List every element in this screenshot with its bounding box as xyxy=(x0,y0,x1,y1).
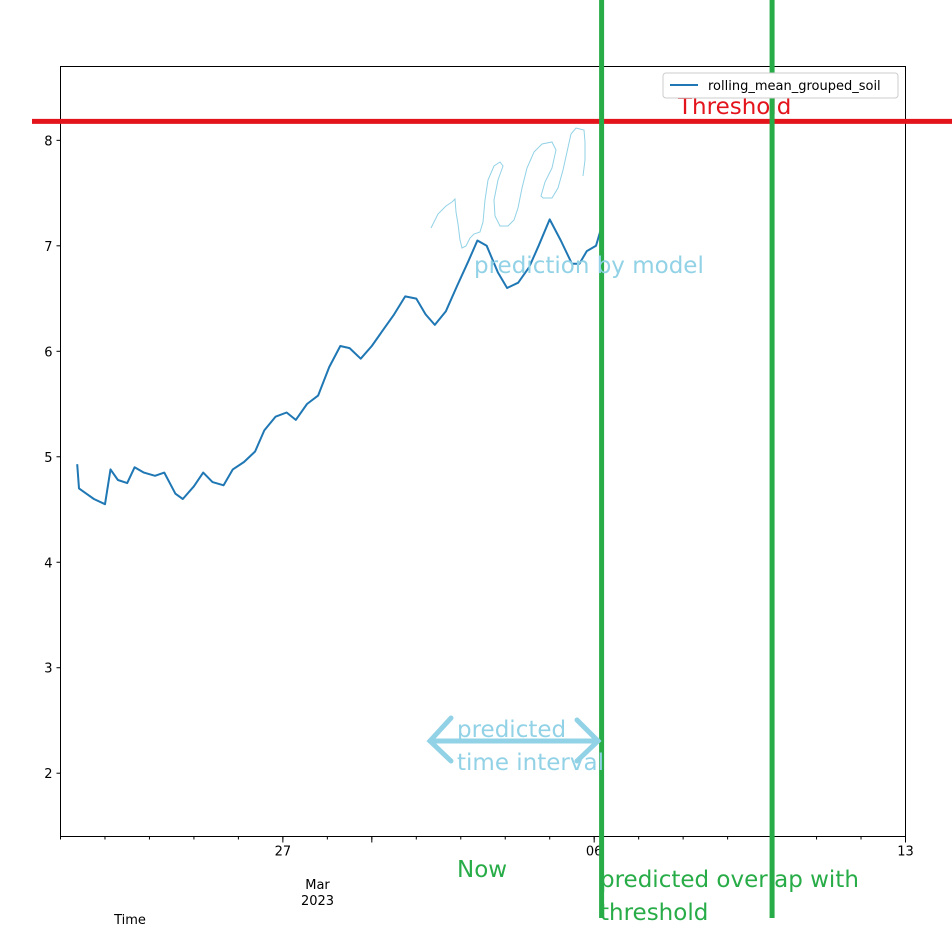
prediction-squiggle xyxy=(430,127,586,249)
x-tick-label: 13 xyxy=(897,845,914,860)
overlap-label-line2: threshold xyxy=(600,900,708,926)
legend-entry: rolling_mean_grouped_soil xyxy=(708,79,881,94)
x-axis-label: Time xyxy=(113,913,146,928)
prediction-label: prediction by model xyxy=(474,253,704,279)
y-tick-label: 3 xyxy=(44,662,52,677)
y-tick-label: 7 xyxy=(44,240,52,255)
x-tick-label: 06 xyxy=(586,845,603,860)
x-tick-label: 27 xyxy=(275,845,292,860)
y-axis: 2 3 4 5 6 7 8 xyxy=(44,134,61,782)
y-tick-label: 5 xyxy=(44,451,52,466)
legend: rolling_mean_grouped_soil xyxy=(662,72,899,99)
interval-label-line2: time interval xyxy=(457,750,604,776)
x-month-label: Mar xyxy=(305,878,330,893)
y-tick-label: 8 xyxy=(44,134,52,149)
x-axis: 27 06 13 xyxy=(60,836,914,860)
plot-area xyxy=(60,66,906,837)
legend-box xyxy=(662,72,899,99)
now-label: Now xyxy=(457,857,507,883)
series-layer xyxy=(76,218,603,506)
y-tick-label: 2 xyxy=(44,767,52,782)
interval-label-line1: predicted xyxy=(457,717,566,743)
overlap-label-line1: predicted overlap with xyxy=(600,867,859,893)
y-tick-label: 4 xyxy=(44,556,52,571)
x-year-label: 2023 xyxy=(301,894,334,909)
y-tick-label: 6 xyxy=(44,345,52,360)
series-line xyxy=(76,218,603,506)
interval-arrow xyxy=(426,715,602,764)
